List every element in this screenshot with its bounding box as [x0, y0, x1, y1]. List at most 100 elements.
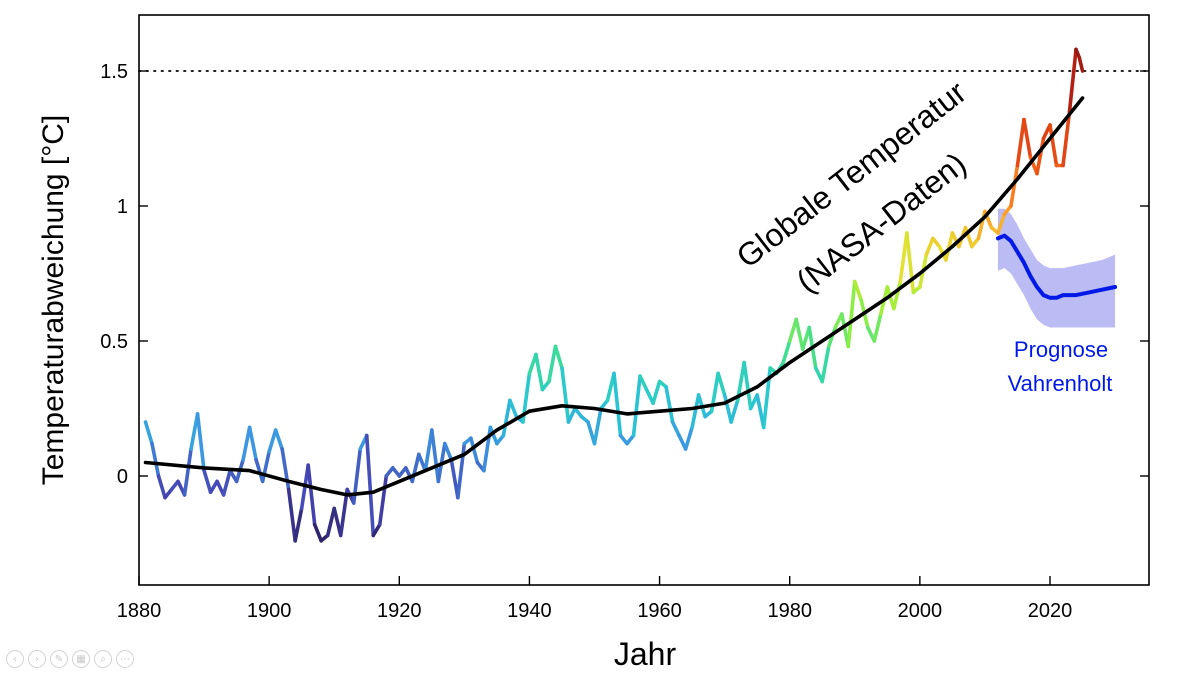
nasa-series-segment: [781, 339, 792, 365]
nasa-series-segment: [195, 412, 206, 473]
nasa-series-segment: [377, 474, 389, 527]
nasa-series-segment: [456, 441, 467, 500]
plot-area: [138, 14, 1150, 586]
nasa-series-segment: [631, 374, 642, 438]
nasa-series-segment: [794, 317, 805, 351]
nasa-series-segment: [592, 406, 603, 446]
nasa-series-segment: [996, 212, 1007, 235]
nasa-series-segment: [1077, 55, 1085, 73]
nasa-series-segment: [924, 236, 935, 257]
nasa-series-segment: [143, 420, 154, 446]
nasa-series-segment: [566, 406, 577, 424]
x-axis-title: Jahr: [614, 636, 677, 672]
nasa-series-segment: [638, 374, 649, 392]
nasa-series-segment: [1035, 136, 1046, 176]
x-tick-label: 2000: [898, 600, 943, 622]
nasa-series-segment: [202, 468, 213, 495]
nasa-series-segment: [325, 506, 337, 538]
nasa-series-segment: [612, 371, 623, 438]
nasa-series-segment: [423, 428, 434, 473]
nasa-series-segment: [430, 428, 441, 484]
nasa-series-segment: [690, 393, 701, 430]
nasa-series-segment: [182, 447, 193, 497]
nasa-series-segment: [1061, 109, 1072, 168]
nasa-series-segment: [670, 420, 681, 438]
nasa-series-segment: [293, 506, 304, 543]
nasa-series-segment: [560, 366, 571, 424]
nasa-series-segment: [449, 457, 460, 500]
nasa-series-segment: [1022, 117, 1033, 160]
x-tick-label: 1900: [247, 600, 292, 622]
nasa-series-segment: [905, 231, 916, 295]
nasa-series-segment: [286, 487, 297, 543]
nasa-series-segment: [729, 398, 740, 424]
nasa-series-segment: [944, 231, 955, 262]
forward-icon[interactable]: ›: [28, 650, 46, 668]
prognose-uncertainty-band: [997, 208, 1116, 328]
nasa-series-segment: [247, 425, 258, 462]
nasa-series-segment: [963, 225, 974, 249]
x-tick-label: 1920: [377, 600, 422, 622]
nasa-series-segment: [885, 285, 896, 311]
nasa-series-segment: [371, 522, 382, 538]
nasa-series-segment: [273, 428, 284, 451]
nasa-series-segment: [156, 474, 167, 500]
nasa-series-segment: [722, 393, 733, 424]
nasa-series-segment: [443, 441, 454, 462]
nasa-series-segment: [1009, 163, 1020, 208]
x-tick-label: 1880: [117, 600, 162, 622]
nasa-series-segment: [787, 317, 799, 343]
x-tick-label: 1940: [507, 600, 552, 622]
annotation-prognose-line2: Vahrenholt: [1008, 371, 1113, 396]
nasa-series-segment: [716, 371, 727, 397]
nasa-series-segment: [534, 352, 545, 392]
nasa-series-segment: [150, 441, 161, 478]
nasa-series-segment: [469, 436, 480, 465]
x-tick-label: 1960: [637, 600, 682, 622]
back-icon[interactable]: ‹: [6, 650, 24, 668]
nasa-series-segment: [488, 425, 499, 446]
nasa-series-segment: [306, 463, 317, 527]
nasa-series-segment: [547, 344, 558, 384]
x-tick-label: 1980: [767, 600, 812, 622]
nasa-series-segment: [267, 428, 278, 454]
nasa-series-segment: [1067, 47, 1078, 114]
nasa-series-segment: [683, 425, 694, 451]
slides-icon[interactable]: ▦: [72, 650, 90, 668]
y-tick-label: 1.5: [100, 61, 128, 83]
x-tick-label: 2020: [1028, 600, 1073, 622]
y-tick-label: 0.5: [100, 331, 128, 353]
prognose-series-line: [995, 233, 1118, 300]
nasa-series-segment: [820, 344, 831, 384]
nasa-series-segment: [553, 344, 564, 370]
nasa-series-segment: [501, 398, 512, 438]
nasa-series-segment: [898, 231, 909, 284]
nasa-series-segment: [254, 457, 265, 484]
nasa-series-segment: [364, 433, 376, 538]
nasa-series-segment: [664, 385, 675, 424]
nasa-series-segment: [338, 487, 350, 538]
nasa-series-segment: [872, 312, 883, 343]
nasa-series-segment: [826, 325, 838, 349]
nasa-series-segment: [260, 449, 271, 484]
annotation-prognose-line1: Prognose: [1014, 337, 1108, 362]
nasa-series-segment: [892, 279, 903, 311]
nasa-series-segment: [241, 425, 252, 462]
y-axis-title: Temperaturabweichung [°C]: [37, 115, 70, 486]
trend-series-line: [143, 96, 1085, 497]
slideshow-nav-bar: ‹ › ✎ ▦ ⌕ ⋯: [6, 650, 134, 668]
y-tick-label: 1: [117, 196, 128, 218]
y-tick-label: 0: [117, 466, 128, 488]
nasa-series-segment: [221, 468, 232, 497]
pen-icon[interactable]: ✎: [50, 650, 68, 668]
nasa-series-segment: [651, 379, 662, 405]
nasa-series-segment: [312, 522, 324, 543]
nasa-series-segment: [846, 279, 857, 349]
nasa-series-segment: [742, 360, 753, 411]
nasa-series-segment: [852, 279, 864, 303]
zoom-icon[interactable]: ⌕: [94, 650, 112, 668]
nasa-series-segment: [1015, 117, 1026, 168]
more-icon[interactable]: ⋯: [116, 650, 134, 668]
nasa-series-segment: [508, 398, 519, 419]
